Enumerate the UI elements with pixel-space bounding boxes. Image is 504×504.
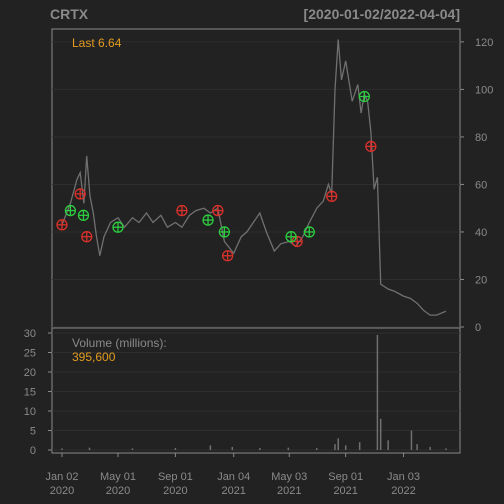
date-tick-label: Sep 01 bbox=[158, 471, 193, 483]
date-tick-year: 2021 bbox=[333, 485, 357, 497]
sell-marker bbox=[365, 140, 377, 153]
sell-marker bbox=[326, 190, 338, 202]
price-tick-label: 60 bbox=[475, 179, 487, 191]
date-tick-year: 2022 bbox=[391, 485, 415, 497]
sell-marker bbox=[176, 204, 188, 217]
price-tick-label: 20 bbox=[475, 274, 487, 286]
price-tick-label: 40 bbox=[475, 227, 487, 239]
last-price-label: Last 6.64 bbox=[72, 36, 122, 50]
volume-axis-ticks: 0 5 10 15 20 25 30 bbox=[24, 328, 52, 457]
buy-marker bbox=[303, 226, 315, 238]
sell-marker bbox=[212, 204, 224, 217]
volume-tick-label: 5 bbox=[30, 426, 36, 438]
sell-marker bbox=[74, 188, 86, 200]
buy-marker bbox=[218, 226, 231, 238]
volume-tick-label: 30 bbox=[24, 328, 36, 340]
price-panel-frame bbox=[51, 28, 461, 329]
price-line bbox=[61, 39, 447, 316]
buy-marker bbox=[202, 214, 214, 226]
price-axis-ticks: 0 20 40 60 80 100 120 bbox=[460, 37, 493, 334]
chart-date-range: [2020-01-02/2022-04-04] bbox=[304, 6, 460, 22]
date-tick-year: 2021 bbox=[277, 485, 301, 497]
date-tick-label: Jan 02 bbox=[45, 471, 78, 483]
date-tick-label: Jan 03 bbox=[387, 471, 420, 483]
price-tick-label: 100 bbox=[475, 84, 493, 96]
price-tick-label: 0 bbox=[475, 322, 481, 334]
sell-marker bbox=[81, 231, 93, 243]
date-tick-label: May 01 bbox=[100, 471, 136, 483]
date-tick-label: Jan 04 bbox=[217, 471, 250, 483]
date-tick-year: 2020 bbox=[163, 485, 187, 497]
volume-value-label: 395,600 bbox=[72, 350, 116, 364]
buy-marker bbox=[112, 221, 124, 233]
volume-tick-label: 15 bbox=[24, 387, 36, 399]
date-tick-year: 2020 bbox=[106, 485, 130, 497]
buy-marker bbox=[358, 90, 370, 103]
date-tick-year: 2021 bbox=[221, 485, 245, 497]
volume-bars bbox=[61, 334, 447, 450]
date-axis-ticks: Jan 02 2020 May 01 2020 Sep 01 2020 Jan 04 2021… bbox=[45, 453, 420, 497]
date-tick-label: May 03 bbox=[271, 471, 307, 483]
buy-marker bbox=[64, 204, 77, 217]
buy-marker bbox=[285, 231, 297, 243]
volume-panel-frame bbox=[51, 327, 461, 454]
volume-tick-label: 0 bbox=[30, 445, 36, 457]
volume-tick-label: 25 bbox=[24, 348, 36, 360]
trade-signals bbox=[56, 90, 377, 262]
sell-marker bbox=[221, 250, 234, 262]
price-tick-label: 80 bbox=[475, 132, 487, 144]
volume-label: Volume (millions): bbox=[72, 336, 167, 350]
date-tick-year: 2020 bbox=[50, 485, 74, 497]
price-grid bbox=[52, 41, 460, 328]
price-tick-label: 120 bbox=[475, 37, 493, 49]
buy-marker bbox=[77, 209, 90, 221]
volume-grid bbox=[52, 332, 460, 451]
sell-marker bbox=[56, 219, 68, 231]
volume-tick-label: 20 bbox=[24, 367, 36, 379]
date-tick-label: Sep 01 bbox=[328, 471, 363, 483]
chart-title: CRTX bbox=[50, 6, 89, 22]
volume-tick-label: 10 bbox=[24, 406, 36, 418]
